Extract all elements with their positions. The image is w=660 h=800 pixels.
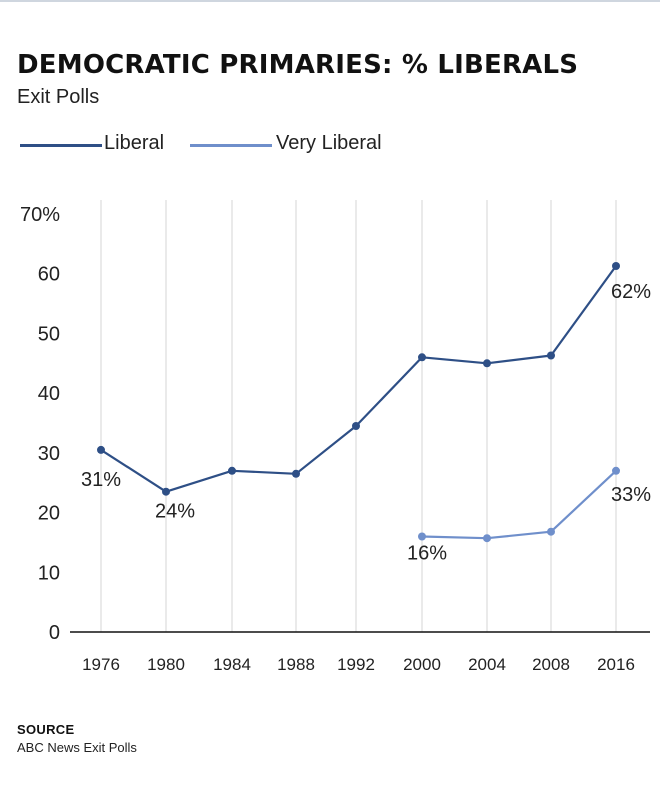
y-tick-label: 20 xyxy=(38,503,60,525)
source-text: ABC News Exit Polls xyxy=(17,740,137,755)
data-label: 31% xyxy=(81,469,121,491)
data-point xyxy=(483,359,491,368)
data-point xyxy=(97,445,105,454)
series-line-0 xyxy=(100,265,617,493)
x-tick-label: 1976 xyxy=(82,655,120,674)
y-tick-label: 10 xyxy=(38,562,60,584)
legend-swatch-very-liberal xyxy=(190,144,272,147)
data-label: 16% xyxy=(407,542,447,564)
line-chart: 0 10 20 30 40 50 60 70% 1976 1980 1984 1988 1992 2000… xyxy=(20,200,651,674)
x-tick-label: 1984 xyxy=(213,655,251,674)
y-tick-label: 60 xyxy=(38,264,60,286)
data-point xyxy=(418,353,426,362)
data-point xyxy=(162,487,170,496)
x-tick-label: 1988 xyxy=(277,655,315,674)
y-tick-label: 70% xyxy=(20,204,60,226)
x-tick-label: 2000 xyxy=(403,655,441,674)
x-tick-label: 1992 xyxy=(337,655,375,674)
data-point xyxy=(228,466,236,475)
data-point xyxy=(418,532,426,541)
series-line-1 xyxy=(421,469,617,540)
data-point xyxy=(483,534,491,543)
data-label: 33% xyxy=(611,484,651,506)
y-tick-label: 50 xyxy=(38,323,60,345)
chart-title: DEMOCRATIC PRIMARIES: % LIBERALS xyxy=(17,50,579,80)
data-point xyxy=(547,527,555,536)
data-point xyxy=(292,469,300,478)
data-point xyxy=(612,262,620,270)
legend-swatch-liberal xyxy=(20,144,102,147)
legend-label-very-liberal: Very Liberal xyxy=(276,132,382,154)
y-tick-label: 30 xyxy=(38,443,60,465)
data-label: 24% xyxy=(155,501,195,523)
x-tick-label: 2004 xyxy=(468,655,506,674)
x-tick-label: 2016 xyxy=(597,655,635,674)
data-point xyxy=(612,466,620,475)
x-tick-label: 2008 xyxy=(532,655,570,674)
source-label: SOURCE xyxy=(17,722,75,737)
x-tick-label: 1980 xyxy=(147,655,185,674)
y-tick-label: 40 xyxy=(38,383,60,405)
y-tick-label: 0 xyxy=(49,622,60,644)
data-point xyxy=(352,422,360,430)
data-point xyxy=(547,351,555,360)
data-label: 62% xyxy=(611,281,651,303)
top-rule xyxy=(0,0,660,2)
legend-label-liberal: Liberal xyxy=(104,132,165,154)
chart-subtitle: Exit Polls xyxy=(17,86,100,108)
